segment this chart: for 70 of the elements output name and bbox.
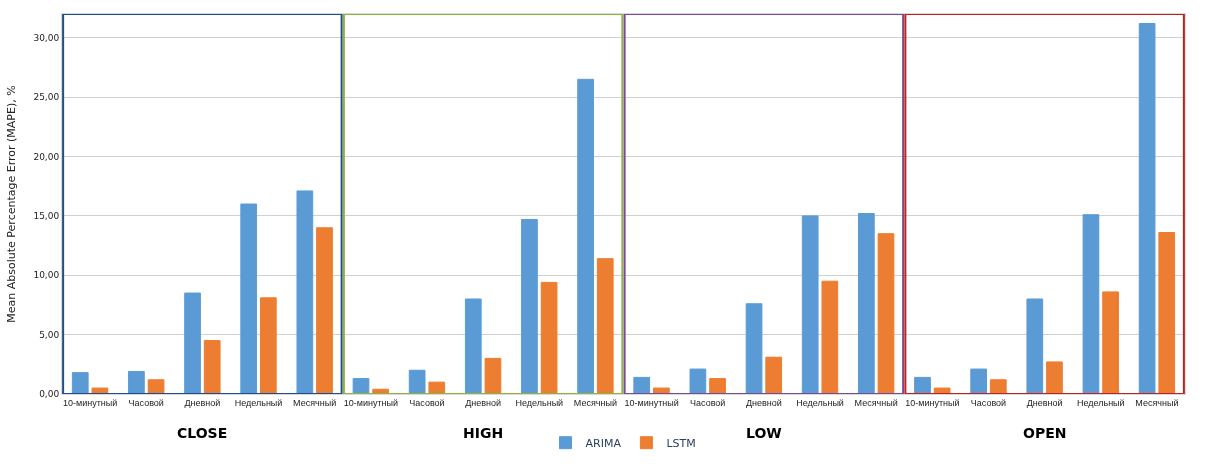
bar <box>428 381 446 394</box>
y-tick-label: 20,00 <box>33 151 60 162</box>
x-tick-label: 10-минутный <box>62 397 118 408</box>
bar <box>857 213 875 394</box>
bar <box>521 218 538 394</box>
x-tick-label: Месячный <box>854 397 898 408</box>
x-tick-label: 10-минутный <box>343 397 398 408</box>
bar <box>316 227 333 394</box>
bar <box>970 368 988 394</box>
x-tick-label: 10-минутный <box>905 397 960 408</box>
text: HIGH <box>463 425 504 441</box>
bar <box>633 376 651 394</box>
bar <box>71 372 89 394</box>
bar <box>596 258 614 394</box>
bar <box>1102 291 1119 394</box>
y-tick-label: 10,00 <box>33 270 60 281</box>
bar <box>352 378 370 394</box>
bar <box>1046 361 1063 394</box>
bar <box>877 233 895 394</box>
bar <box>296 190 314 394</box>
text: LOW <box>746 425 782 441</box>
text: CLOSE <box>177 425 228 441</box>
bar <box>184 292 201 394</box>
bar <box>689 368 707 394</box>
x-tick-label: Месячный <box>1135 397 1179 408</box>
x-tick-label: Месячный <box>293 397 337 408</box>
x-tick-label: Недельный <box>796 397 844 408</box>
y-tick-label: 15,00 <box>33 211 60 222</box>
x-tick-label: Дневной <box>1026 397 1063 408</box>
bar <box>1138 23 1156 394</box>
bar <box>801 215 819 394</box>
bar <box>464 298 482 394</box>
x-tick-label: Недельный <box>234 397 283 408</box>
bar <box>203 340 221 394</box>
bar <box>484 357 502 394</box>
y-tick-label: 5,00 <box>39 329 60 340</box>
x-tick-label: Дневной <box>465 397 502 408</box>
bar <box>709 378 726 394</box>
x-tick-label: Недельный <box>1076 397 1125 408</box>
bar <box>259 297 277 394</box>
bar <box>821 280 839 394</box>
text: OPEN <box>1023 425 1067 441</box>
bar <box>577 78 594 394</box>
legend-label: ARIMA <box>585 436 622 450</box>
bar <box>1082 214 1100 394</box>
x-tick-label: Дневной <box>184 397 221 408</box>
y-tick-label: 30,00 <box>33 32 60 43</box>
bar <box>147 379 165 394</box>
bar <box>240 203 258 394</box>
y-axis-title: Mean Absolute Percentage Error (MAPE), % <box>5 85 19 323</box>
y-tick-label: 25,00 <box>33 92 60 103</box>
bar <box>989 379 1007 394</box>
x-tick-label: Месячный <box>573 397 617 408</box>
bar <box>128 370 145 394</box>
x-tick-label: Недельный <box>515 397 564 408</box>
x-tick-label: Дневной <box>745 397 782 408</box>
bar <box>745 303 763 394</box>
x-tick-label: Часовой <box>970 397 1007 408</box>
bar <box>408 369 426 394</box>
x-tick-label: Часовой <box>409 397 445 408</box>
bar <box>1026 298 1044 394</box>
y-tick-label: 0,00 <box>39 389 60 400</box>
legend-label: LSTM <box>666 436 696 450</box>
x-tick-label: 10-минутный <box>624 397 679 408</box>
bar <box>765 356 783 394</box>
x-tick-label: Часовой <box>690 397 726 408</box>
bar <box>1158 232 1176 394</box>
x-tick-label: Часовой <box>128 397 164 408</box>
bar <box>914 376 931 394</box>
bar <box>540 281 558 394</box>
